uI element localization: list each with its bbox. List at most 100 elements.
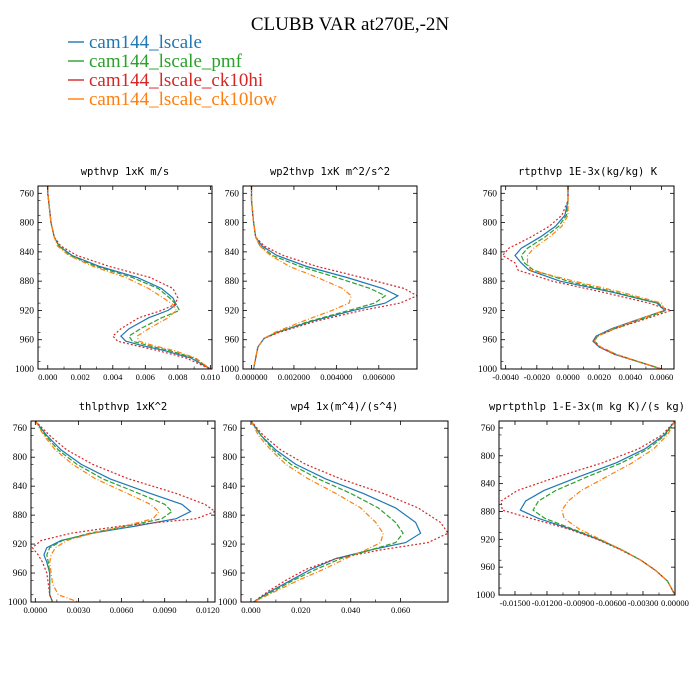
y-tick-label: 840 xyxy=(481,480,496,490)
x-tick-label: 0.002 xyxy=(71,372,90,382)
x-tick-label: 0.004 xyxy=(103,372,123,382)
y-tick-label: 880 xyxy=(13,511,28,521)
series-line xyxy=(519,421,675,595)
legend-label: cam144_lscale xyxy=(89,32,202,53)
y-tick-label: 1000 xyxy=(8,598,27,608)
figure-title: CLUBB VAR at270E,-2N xyxy=(251,14,450,35)
y-tick-label: 920 xyxy=(483,306,498,316)
x-tick-label: 0.0060 xyxy=(110,605,134,615)
panel-title: thlpthvp 1xK^2 xyxy=(79,401,168,413)
panel-title: wp2thvp 1xK m^2/s^2 xyxy=(270,166,390,178)
series-line xyxy=(34,421,160,602)
series-line xyxy=(34,421,192,602)
x-tick-label: -0.01200 xyxy=(532,598,563,608)
series-line xyxy=(514,186,666,369)
panels: wpthvp 1xK m/s76080084088092096010000.00… xyxy=(8,166,689,615)
series-line xyxy=(47,186,211,369)
x-tick-label: -0.00600 xyxy=(596,598,627,608)
y-tick-label: 960 xyxy=(481,563,496,573)
series-group xyxy=(500,421,675,595)
series-line xyxy=(250,421,384,602)
y-tick-label: 960 xyxy=(483,336,498,346)
x-tick-label: 0.040 xyxy=(341,605,360,615)
y-tick-label: 840 xyxy=(20,248,35,258)
y-tick-label: 800 xyxy=(223,453,238,463)
x-tick-label: 0.004000 xyxy=(320,372,352,382)
series-line xyxy=(47,186,211,369)
y-tick-label: 1000 xyxy=(15,365,34,375)
panel-title: wp4 1x(m^4)/(s^4) xyxy=(291,401,398,413)
y-tick-label: 840 xyxy=(483,248,498,258)
panel-title: wprtpthlp 1-E-3x(m kg K)/(s kg) xyxy=(489,401,685,413)
x-tick-label: -0.00900 xyxy=(564,598,595,608)
x-tick-label: 0.002000 xyxy=(278,372,310,382)
y-tick-label: 800 xyxy=(225,219,240,229)
series-line xyxy=(501,186,673,369)
series-line xyxy=(250,186,352,369)
legend: cam144_lscalecam144_lscale_pmfcam144_lsc… xyxy=(68,32,277,110)
plot-frame xyxy=(498,420,676,596)
y-tick-label: 800 xyxy=(13,453,28,463)
y-tick-label: 840 xyxy=(225,248,240,258)
x-tick-label: 0.010 xyxy=(201,372,220,382)
y-tick-label: 960 xyxy=(223,569,238,579)
y-tick-label: 920 xyxy=(20,306,35,316)
x-tick-label: 0.006000 xyxy=(363,372,395,382)
legend-label: cam144_lscale_ck10low xyxy=(89,89,277,110)
series-group xyxy=(31,421,215,602)
series-line xyxy=(47,186,211,369)
x-tick-label: 0.006 xyxy=(136,372,156,382)
y-tick-label: 920 xyxy=(223,540,238,550)
x-tick-label: 0.0020 xyxy=(587,372,611,382)
x-tick-label: -0.01500 xyxy=(500,598,531,608)
x-tick-label: -0.0020 xyxy=(524,372,551,382)
plot-frame xyxy=(242,185,418,370)
y-tick-label: 760 xyxy=(20,189,35,199)
x-tick-label: 0.000 xyxy=(241,605,260,615)
y-tick-label: 920 xyxy=(481,535,496,545)
x-tick-label: 0.0120 xyxy=(196,605,220,615)
y-tick-label: 1000 xyxy=(220,365,239,375)
x-tick-label: 0.0030 xyxy=(67,605,91,615)
y-tick-label: 880 xyxy=(483,277,498,287)
y-tick-label: 1000 xyxy=(478,365,497,375)
panel-title: rtpthvp 1E-3x(kg/kg) K xyxy=(518,166,658,178)
y-tick-label: 960 xyxy=(13,569,28,579)
plot-frame xyxy=(240,420,449,603)
x-tick-label: 0.020 xyxy=(291,605,310,615)
y-tick-label: 760 xyxy=(481,424,496,434)
x-tick-label: -0.0040 xyxy=(492,372,519,382)
y-tick-label: 800 xyxy=(483,219,498,229)
x-tick-label: 0.0040 xyxy=(619,372,643,382)
series-line xyxy=(532,421,675,595)
y-tick-label: 880 xyxy=(223,511,238,521)
y-tick-label: 960 xyxy=(225,336,240,346)
series-line xyxy=(561,421,675,595)
plot-frame xyxy=(37,185,213,370)
panel: wpthvp 1xK m/s 760 800 840 880 920 960 1000 0.00… xyxy=(15,166,220,382)
y-tick-label: 840 xyxy=(13,482,28,492)
series-line xyxy=(31,421,215,602)
series-group xyxy=(501,186,673,369)
series-group xyxy=(47,186,211,369)
series-line xyxy=(500,421,675,595)
x-tick-label: 0.0060 xyxy=(650,372,674,382)
x-tick-label: 0.0000 xyxy=(556,372,580,382)
series-line xyxy=(34,421,173,602)
x-tick-label: 0.000 xyxy=(38,372,57,382)
legend-label: cam144_lscale_ck10hi xyxy=(89,70,263,91)
y-tick-label: 880 xyxy=(481,507,496,517)
x-tick-label: 0.00000 xyxy=(661,598,689,608)
y-tick-label: 920 xyxy=(13,540,28,550)
series-group xyxy=(250,421,448,602)
x-tick-label: -0.00300 xyxy=(628,598,659,608)
panel: wprtpthlp 1-E-3x(m kg K)/(s kg) 760 800 840… xyxy=(476,401,689,608)
y-tick-label: 760 xyxy=(225,189,240,199)
x-tick-label: 0.000000 xyxy=(235,372,267,382)
series-line xyxy=(526,186,666,369)
y-tick-label: 960 xyxy=(20,336,35,346)
x-tick-label: 0.0090 xyxy=(153,605,177,615)
y-tick-label: 1000 xyxy=(218,598,237,608)
series-line xyxy=(250,186,417,369)
